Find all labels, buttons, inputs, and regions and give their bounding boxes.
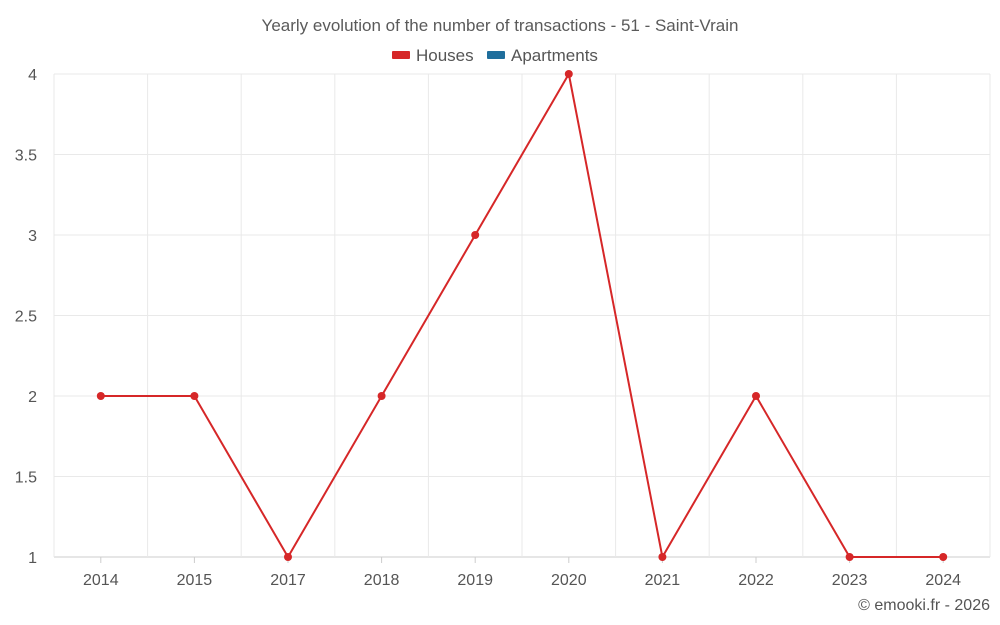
data-point-houses[interactable] [564, 70, 573, 78]
data-point-houses[interactable] [845, 553, 854, 561]
y-tick-label: 3 [28, 228, 37, 245]
data-point-houses[interactable] [658, 553, 667, 561]
x-tick-label: 2018 [364, 572, 400, 589]
credit-text: © emooki.fr - 2026 [858, 597, 990, 614]
y-tick-label: 2 [28, 389, 37, 406]
legend-swatch-apartments [487, 51, 505, 59]
series-line-houses [100, 73, 944, 558]
x-tick-label: 2020 [551, 572, 587, 589]
y-tick-label: 4 [28, 67, 37, 84]
x-tick-label: 2019 [457, 572, 493, 589]
x-tick-label: 2017 [270, 572, 306, 589]
data-point-houses[interactable] [377, 392, 386, 400]
x-tick-label: 2021 [645, 572, 681, 589]
x-tick-label: 2014 [83, 572, 119, 589]
data-point-houses[interactable] [939, 553, 948, 561]
data-point-houses[interactable] [190, 392, 199, 400]
data-point-houses[interactable] [752, 392, 760, 400]
data-point-houses[interactable] [284, 553, 292, 561]
chart-title: Yearly evolution of the number of transa… [262, 16, 739, 35]
x-axis: 2014 2015 2017 2018 2019 2020 2021 2022 2023 2024 [83, 557, 961, 589]
data-point-houses[interactable] [471, 231, 480, 239]
y-tick-label: 1.5 [15, 470, 37, 487]
legend-label-houses[interactable]: Houses [416, 46, 474, 65]
y-tick-label: 3.5 [15, 148, 37, 165]
y-tick-label: 2.5 [15, 309, 37, 326]
y-tick-label: 1 [28, 550, 37, 567]
legend: Houses Apartments [392, 46, 598, 65]
x-tick-label: 2022 [738, 572, 774, 589]
legend-label-apartments[interactable]: Apartments [511, 46, 598, 65]
x-tick-label: 2024 [925, 572, 961, 589]
grid [53, 73, 991, 558]
y-axis: 1 1.5 2 2.5 3 3.5 4 [15, 67, 37, 567]
data-point-houses[interactable] [96, 392, 105, 400]
x-tick-label: 2015 [177, 572, 213, 589]
x-tick-label: 2023 [832, 572, 868, 589]
legend-swatch-houses [392, 51, 410, 59]
series-houses [96, 70, 948, 561]
